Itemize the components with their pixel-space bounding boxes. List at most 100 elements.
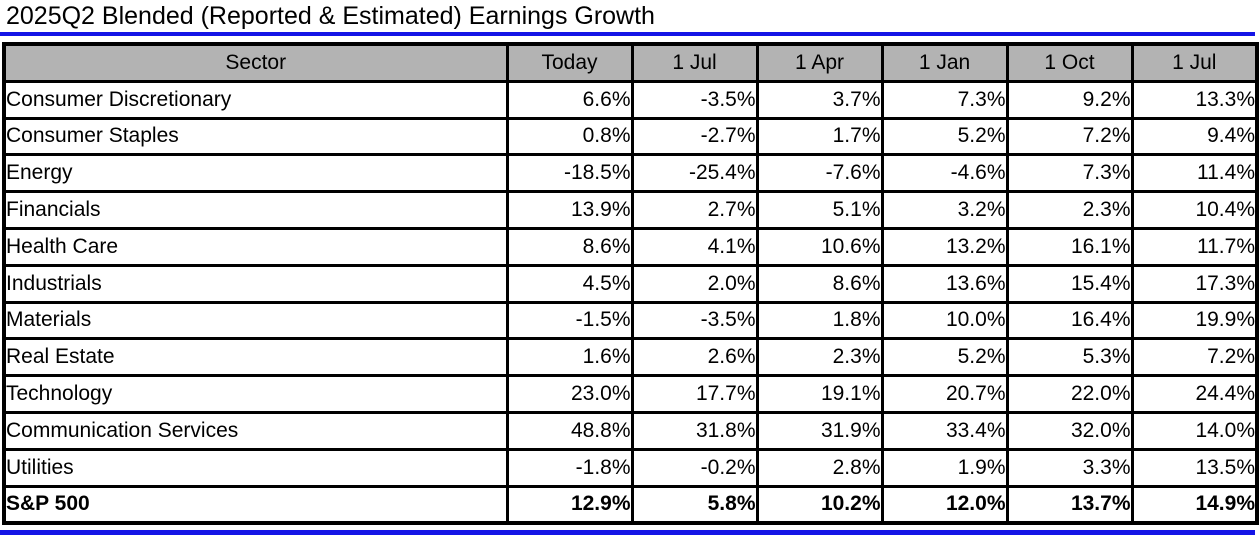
column-header-sector: Sector bbox=[2, 42, 509, 83]
sector-label: Technology bbox=[2, 374, 509, 414]
table-row: Communication Services 48.8% 31.8% 31.9% 33.… bbox=[2, 410, 1259, 451]
value-cell: 15.4% bbox=[1005, 263, 1134, 304]
value-cell: -25.4% bbox=[630, 153, 759, 194]
table-row: Utilities -1.8% -0.2% 2.8% 1.9% 3.3% 13.5% bbox=[2, 447, 1259, 488]
value-cell: 5.8% bbox=[630, 484, 759, 525]
value-cell: 1.7% bbox=[755, 116, 884, 157]
value-cell: 19.9% bbox=[1130, 300, 1259, 341]
value-cell: 31.9% bbox=[755, 410, 884, 451]
title-underline-rule bbox=[0, 32, 1255, 36]
table-header: Sector Today 1 Jul 1 Apr 1 Jan 1 Oct 1 Jul bbox=[2, 42, 1259, 83]
value-cell: 8.6% bbox=[755, 263, 884, 304]
value-cell: -2.7% bbox=[630, 116, 759, 157]
sector-label: Energy bbox=[2, 153, 509, 194]
value-cell: 17.3% bbox=[1130, 263, 1259, 304]
value-cell: -3.5% bbox=[630, 300, 759, 341]
value-cell: -1.8% bbox=[505, 447, 634, 488]
sector-label: Materials bbox=[2, 300, 509, 341]
value-cell: 7.3% bbox=[880, 79, 1009, 120]
value-cell: -18.5% bbox=[505, 153, 634, 194]
value-cell: 2.3% bbox=[755, 337, 884, 378]
sector-label: Consumer Staples bbox=[2, 116, 509, 157]
value-cell: 4.1% bbox=[630, 226, 759, 267]
value-cell: 10.0% bbox=[880, 300, 1009, 341]
value-cell: 0.8% bbox=[505, 116, 634, 157]
value-cell: 2.0% bbox=[630, 263, 759, 304]
table-row: Technology 23.0% 17.7% 19.1% 20.7% 22.0% 24.4% bbox=[2, 374, 1259, 414]
value-cell: -0.2% bbox=[630, 447, 759, 488]
value-cell: 14.0% bbox=[1130, 410, 1259, 451]
value-cell: 11.7% bbox=[1130, 226, 1259, 267]
value-cell: 12.0% bbox=[880, 484, 1009, 525]
value-cell: -7.6% bbox=[755, 153, 884, 194]
value-cell: 13.3% bbox=[1130, 79, 1259, 120]
page-title: 2025Q2 Blended (Reported & Estimated) Ea… bbox=[6, 2, 655, 30]
value-cell: 20.7% bbox=[880, 374, 1009, 414]
value-cell: 10.6% bbox=[755, 226, 884, 267]
value-cell: 5.3% bbox=[1005, 337, 1134, 378]
value-cell: 5.2% bbox=[880, 116, 1009, 157]
earnings-growth-table: Sector Today 1 Jul 1 Apr 1 Jan 1 Oct 1 Jul Con… bbox=[2, 42, 1259, 526]
sector-label: Consumer Discretionary bbox=[2, 79, 509, 120]
value-cell: 13.5% bbox=[1130, 447, 1259, 488]
value-cell: 4.5% bbox=[505, 263, 634, 304]
value-cell: 2.3% bbox=[1005, 190, 1134, 230]
value-cell: 3.2% bbox=[880, 190, 1009, 230]
value-cell: 19.1% bbox=[755, 374, 884, 414]
value-cell: 13.6% bbox=[880, 263, 1009, 304]
value-cell: 6.6% bbox=[505, 79, 634, 120]
table-row: Financials 13.9% 2.7% 5.1% 3.2% 2.3% 10.4% bbox=[2, 190, 1259, 230]
value-cell: 23.0% bbox=[505, 374, 634, 414]
value-cell: 10.2% bbox=[755, 484, 884, 525]
value-cell: 31.8% bbox=[630, 410, 759, 451]
column-header-1-jul-6: 1 Jul bbox=[1130, 42, 1259, 83]
value-cell: 33.4% bbox=[880, 410, 1009, 451]
value-cell: 7.2% bbox=[1005, 116, 1134, 157]
column-header-1-apr-3: 1 Apr bbox=[755, 42, 884, 83]
value-cell: 5.1% bbox=[755, 190, 884, 230]
value-cell: 3.7% bbox=[755, 79, 884, 120]
value-cell: 17.7% bbox=[630, 374, 759, 414]
value-cell: 16.4% bbox=[1005, 300, 1134, 341]
table-body: Consumer Discretionary 6.6% -3.5% 3.7% 7.3% 9… bbox=[2, 79, 1259, 525]
table-row: Health Care 8.6% 4.1% 10.6% 13.2% 16.1% 11.7% bbox=[2, 226, 1259, 267]
sector-label: Real Estate bbox=[2, 337, 509, 378]
sector-label: Communication Services bbox=[2, 410, 509, 451]
value-cell: 32.0% bbox=[1005, 410, 1134, 451]
value-cell: 7.2% bbox=[1130, 337, 1259, 378]
value-cell: 12.9% bbox=[505, 484, 634, 525]
value-cell: 11.4% bbox=[1130, 153, 1259, 194]
value-cell: 14.9% bbox=[1130, 484, 1259, 525]
value-cell: 1.8% bbox=[755, 300, 884, 341]
sector-label: Industrials bbox=[2, 263, 509, 304]
value-cell: 16.1% bbox=[1005, 226, 1134, 267]
value-cell: 24.4% bbox=[1130, 374, 1259, 414]
value-cell: 1.9% bbox=[880, 447, 1009, 488]
value-cell: 22.0% bbox=[1005, 374, 1134, 414]
value-cell: 2.6% bbox=[630, 337, 759, 378]
value-cell: 13.7% bbox=[1005, 484, 1134, 525]
table-row: Real Estate 1.6% 2.6% 2.3% 5.2% 5.3% 7.2% bbox=[2, 337, 1259, 378]
value-cell: 3.3% bbox=[1005, 447, 1134, 488]
table-row: Consumer Staples 0.8% -2.7% 1.7% 5.2% 7.2% 9.4… bbox=[2, 116, 1259, 157]
table-header-row: Sector Today 1 Jul 1 Apr 1 Jan 1 Oct 1 Jul bbox=[2, 42, 1259, 83]
table-row: Energy -18.5% -25.4% -7.6% -4.6% 7.3% 11.4% bbox=[2, 153, 1259, 194]
value-cell: 5.2% bbox=[880, 337, 1009, 378]
column-header-today-1: Today bbox=[505, 42, 634, 83]
sector-label: Utilities bbox=[2, 447, 509, 488]
table-row: Industrials 4.5% 2.0% 8.6% 13.6% 15.4% 17.3% bbox=[2, 263, 1259, 304]
value-cell: -1.5% bbox=[505, 300, 634, 341]
summary-row: S&P 500 12.9% 5.8% 10.2% 12.0% 13.7% 14.9% bbox=[2, 484, 1259, 525]
value-cell: 2.7% bbox=[630, 190, 759, 230]
value-cell: 2.8% bbox=[755, 447, 884, 488]
value-cell: -3.5% bbox=[630, 79, 759, 120]
sector-label: S&P 500 bbox=[2, 484, 509, 525]
table-row: Consumer Discretionary 6.6% -3.5% 3.7% 7.3% 9… bbox=[2, 79, 1259, 120]
bottom-accent-rule bbox=[0, 530, 1255, 536]
value-cell: 1.6% bbox=[505, 337, 634, 378]
table-row: Materials -1.5% -3.5% 1.8% 10.0% 16.4% 19.9% bbox=[2, 300, 1259, 341]
value-cell: 9.4% bbox=[1130, 116, 1259, 157]
value-cell: 9.2% bbox=[1005, 79, 1134, 120]
column-header-1-jul-2: 1 Jul bbox=[630, 42, 759, 83]
